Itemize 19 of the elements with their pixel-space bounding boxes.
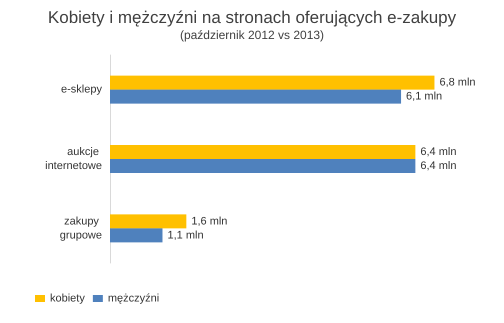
bar xyxy=(110,228,162,242)
data-label: 6,4 mln xyxy=(420,146,456,158)
bar xyxy=(110,159,416,173)
legend-label: mężczyźni xyxy=(108,292,160,304)
y-tick-label: e-sklepy xyxy=(61,84,102,96)
data-label: 1,1 mln xyxy=(167,229,204,242)
bar xyxy=(110,90,402,104)
data-label: 6,8 mln xyxy=(439,76,476,89)
chart-title: Kobiety i mężczyźni na stronach oferujących e-zakupy xyxy=(48,8,457,27)
bar xyxy=(110,145,416,159)
bar xyxy=(110,214,186,228)
data-label: 1,6 mln xyxy=(191,215,228,228)
data-label: 6,1 mln xyxy=(406,90,442,103)
y-tick-label: aukcje internetowe xyxy=(45,146,102,172)
y-tick-label: zakupy grupowe xyxy=(60,215,102,242)
data-label: 6,4 mln xyxy=(420,160,456,172)
chart-subtitle: (październik 2012 vs 2013) xyxy=(180,28,324,42)
bar xyxy=(110,76,434,90)
legend-label: kobiety xyxy=(50,292,86,304)
